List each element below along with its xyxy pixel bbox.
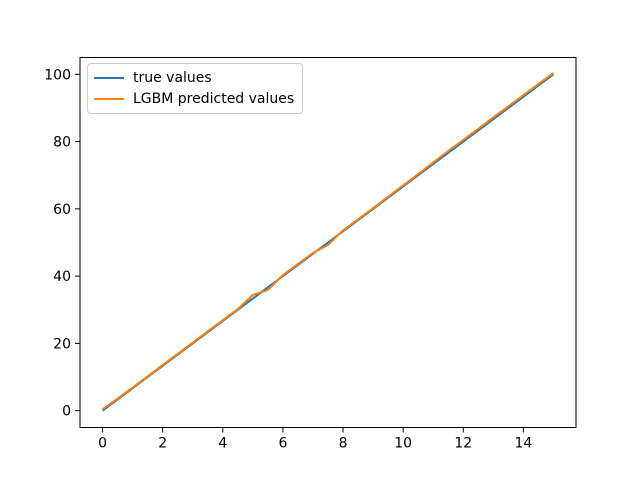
legend-label: LGBM predicted values — [133, 91, 295, 107]
y-tick-label: 20 — [53, 336, 71, 352]
x-tick-label: 4 — [218, 436, 227, 452]
y-tick-label: 40 — [53, 269, 71, 285]
y-tick-label: 60 — [53, 202, 71, 218]
axes-frame — [79, 57, 577, 428]
x-tick-label: 12 — [454, 436, 472, 452]
y-tick-label: 80 — [53, 135, 71, 151]
legend-line-swatch-true-values — [94, 77, 124, 79]
legend-line-swatch-lgbm-predicted — [94, 98, 124, 100]
x-tick-label: 0 — [98, 436, 107, 452]
x-tick-label: 8 — [339, 436, 348, 452]
legend-item: LGBM predicted values — [94, 89, 294, 109]
legend: true values LGBM predicted values — [87, 63, 304, 114]
y-tick-label: 100 — [44, 67, 71, 83]
legend-label: true values — [133, 70, 212, 86]
x-tick-label: 6 — [278, 436, 287, 452]
legend-item: true values — [94, 68, 294, 88]
x-tick-label: 14 — [514, 436, 532, 452]
x-tick-label: 10 — [394, 436, 412, 452]
series-line-lgbm-predicted — [101, 72, 555, 411]
x-tick-label: 2 — [158, 436, 167, 452]
y-tick-label: 0 — [62, 404, 71, 420]
